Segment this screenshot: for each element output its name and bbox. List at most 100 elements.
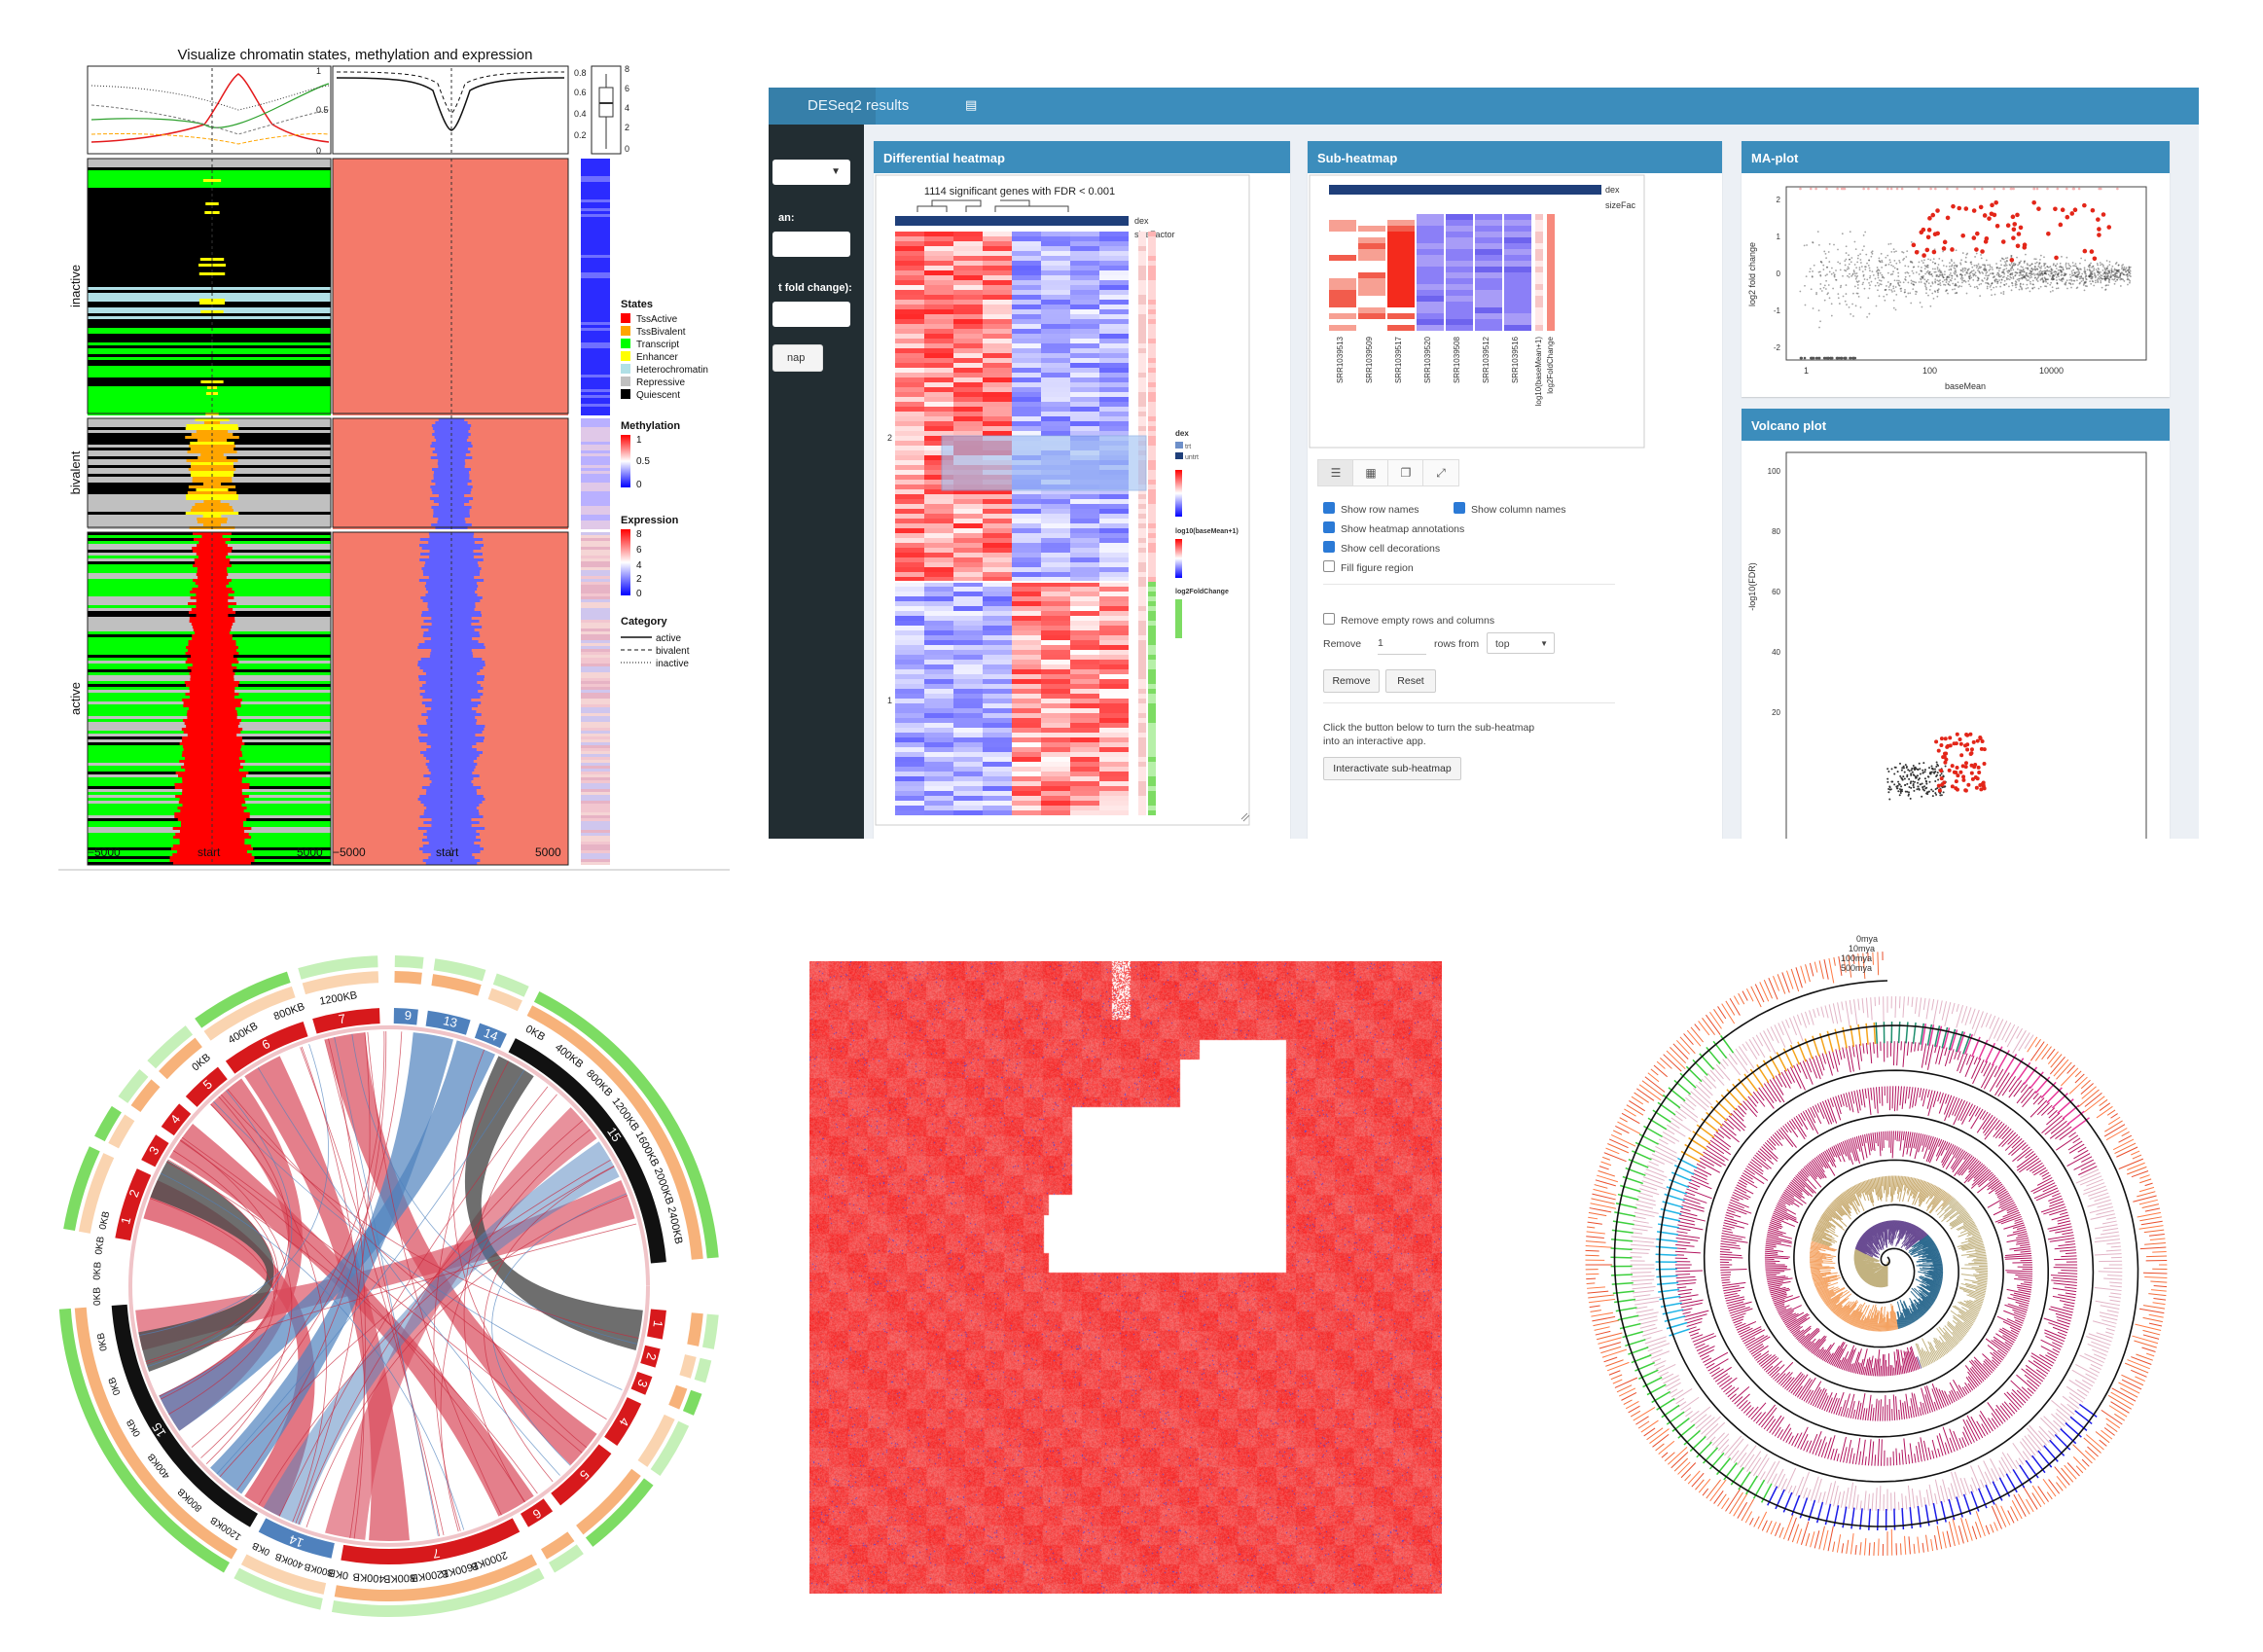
checkbox[interactable] (1323, 541, 1335, 553)
ma-point-capped (1849, 356, 1851, 360)
volcano-point (1931, 790, 1934, 793)
heatmap-cell (983, 358, 1012, 363)
sidebar-toggle-icon[interactable]: ▤ (965, 97, 978, 112)
methylation-dip (433, 512, 470, 515)
heatmap-cell (953, 256, 983, 261)
volcano-point (1923, 785, 1926, 788)
volcano-point (1935, 765, 1938, 768)
spiral-bar (1909, 1230, 1924, 1244)
state-row (88, 316, 331, 319)
heatmap-cell (1041, 348, 1070, 353)
sub-heatmap-cell (1329, 272, 1356, 278)
sidebar-input[interactable] (772, 232, 850, 257)
heatmap-cell (953, 324, 983, 329)
ma-point-significant (1924, 247, 1930, 253)
expression-row (581, 246, 610, 249)
heatmap-cell (1070, 232, 1099, 236)
table-icon[interactable]: ▦ (1352, 459, 1389, 486)
option-show-cell-decorations[interactable]: Show cell decorations (1323, 541, 1440, 555)
heatmap-cell (1070, 587, 1099, 592)
annotation-cell (1138, 650, 1146, 655)
ma-point (1939, 284, 1942, 287)
ma-point (2020, 273, 2023, 276)
ma-point (2084, 271, 2086, 274)
ma-point (2028, 279, 2030, 281)
annotation-cell (1138, 592, 1146, 596)
heatmap-cell (1041, 694, 1070, 699)
sidebar-button[interactable]: nap (772, 344, 823, 372)
expression-row (581, 468, 610, 471)
checkbox[interactable] (1323, 613, 1335, 625)
ma-point (2104, 271, 2106, 274)
sidebar-select[interactable]: ▼ (772, 160, 850, 185)
expression-row (581, 480, 610, 483)
ma-point (2022, 275, 2025, 278)
ma-point (1910, 240, 1913, 243)
spiral-bar (1913, 1247, 1938, 1257)
ma-point (1988, 283, 1991, 285)
option-show-row-names[interactable]: Show row names (1323, 502, 1419, 516)
heatmap-cell (1012, 358, 1041, 363)
expression-row (581, 567, 610, 570)
checkbox[interactable] (1323, 502, 1335, 514)
layers-icon[interactable]: ❐ (1387, 459, 1424, 486)
ma-point (2089, 272, 2092, 275)
resize-handle-icon[interactable] (1240, 812, 1250, 822)
reset-button[interactable]: Reset (1385, 669, 1436, 693)
rows-from-select[interactable]: top ▼ (1487, 632, 1555, 654)
ma-point (1850, 312, 1852, 315)
option-remove-empty[interactable]: Remove empty rows and columns (1323, 613, 1494, 627)
heatmap-cell (1012, 533, 1041, 538)
checkbox[interactable] (1454, 502, 1465, 514)
state-row (88, 342, 331, 345)
heatmap-cell (895, 592, 924, 596)
ma-point (2022, 283, 2025, 286)
ma-point (2041, 278, 2044, 280)
ma-point (2003, 269, 2006, 270)
heatmap-cell (895, 587, 924, 592)
volcano-point (1919, 772, 1922, 775)
sub-heatmap-cell (1387, 232, 1415, 237)
spiral-bar (1926, 1260, 1942, 1263)
option-fill-figure-region[interactable]: Fill figure region (1323, 560, 1414, 574)
interactivate-sub-heatmap-button[interactable]: Interactivate sub-heatmap (1323, 757, 1461, 780)
heatmap-cell (1041, 640, 1070, 645)
ma-point (1921, 275, 1923, 278)
list-icon[interactable]: ☰ (1317, 459, 1354, 486)
sidebar-input[interactable] (772, 302, 850, 327)
ma-point (1974, 256, 1976, 258)
heatmap-cell (1070, 806, 1099, 810)
heatmap-cell (895, 402, 924, 407)
ma-point (1946, 278, 1948, 281)
ma-point (1996, 282, 1999, 285)
heatmap-cell (924, 305, 953, 309)
ma-point (1878, 284, 1880, 287)
ma-point (2060, 266, 2063, 269)
heatmap-cell (953, 596, 983, 601)
option-show-column-names[interactable]: Show column names (1454, 502, 1565, 516)
ma-point (1929, 259, 1932, 262)
ma-point (2065, 282, 2067, 285)
remove-button[interactable]: Remove (1323, 669, 1380, 693)
chord-thin-link (433, 1060, 510, 1531)
expand-icon[interactable]: ⤢ (1422, 459, 1459, 486)
ma-point (2083, 282, 2086, 285)
checkbox[interactable] (1323, 521, 1335, 533)
heatmap-cell (953, 416, 983, 421)
heatmap-cell (895, 465, 924, 470)
option-show-annotations[interactable]: Show heatmap annotations (1323, 521, 1464, 535)
expression-row (581, 290, 610, 293)
annotation-cell (1148, 436, 1156, 441)
selection-brush[interactable] (941, 435, 1147, 491)
checkbox[interactable] (1323, 560, 1335, 572)
expression-row (581, 377, 610, 380)
heatmap-cell (953, 373, 983, 377)
volcano-point-significant (1942, 751, 1947, 756)
remove-count-input[interactable]: 1 (1378, 632, 1426, 655)
spiral-bar (1902, 1309, 1909, 1326)
sub-heatmap-cell (1329, 267, 1356, 272)
ma-point (1848, 268, 1850, 269)
chord-thin-link (200, 1031, 403, 1458)
ma-point (1986, 287, 1989, 290)
heatmap-cell (895, 664, 924, 669)
